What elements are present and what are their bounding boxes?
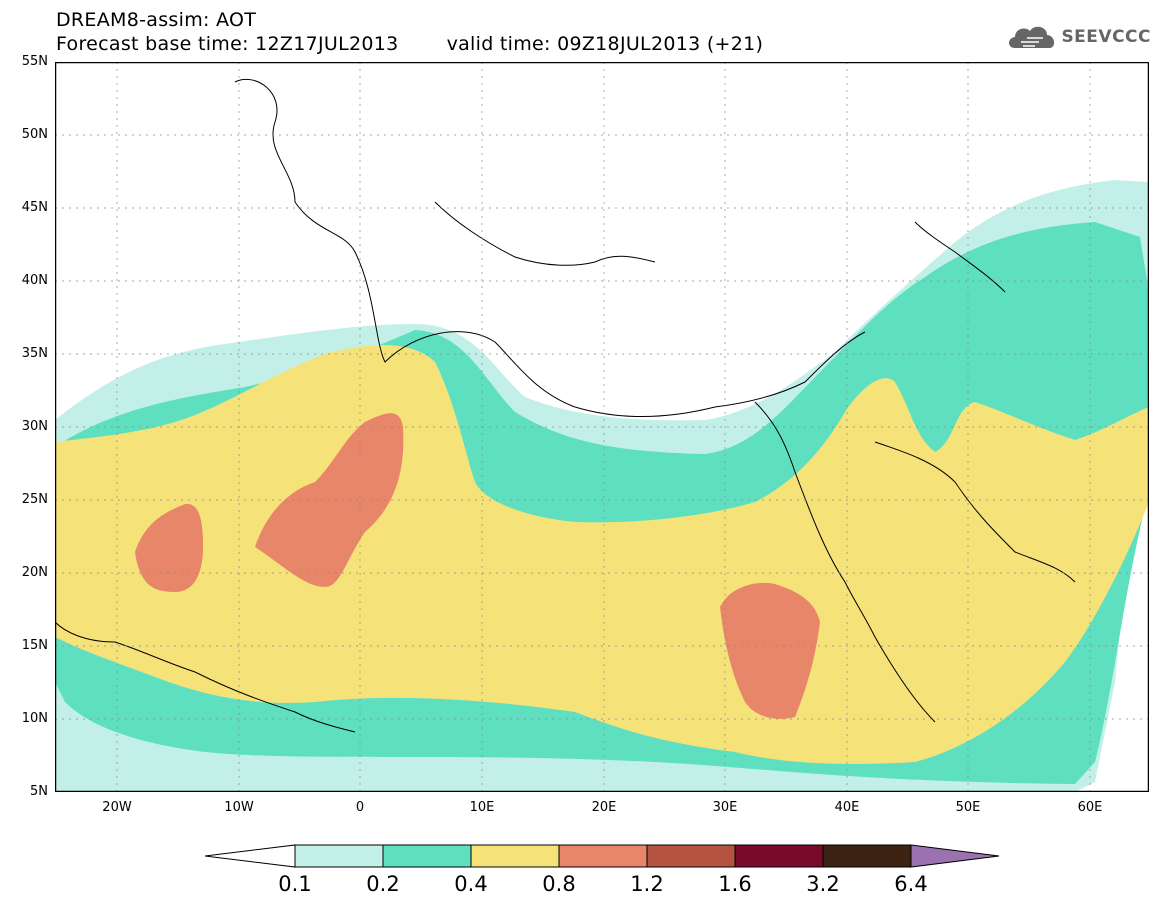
- colorbar-label-1.6: 1.6: [718, 872, 752, 896]
- colorbar-label-0.2: 0.2: [366, 872, 400, 896]
- colorbar-bin-4: [558, 844, 648, 868]
- colorbar-bin-3: [470, 844, 560, 868]
- lon-label-50e: 50E: [955, 800, 981, 815]
- colorbar-bin-5: [646, 844, 736, 868]
- colorbar-label-0.8: 0.8: [542, 872, 576, 896]
- colorbar-bin-1: [294, 844, 384, 868]
- base-time-label: Forecast base time: 12Z17JUL2013: [56, 33, 399, 55]
- seevccc-logo: SEEVCCC: [1005, 22, 1151, 52]
- lat-label-5n: 5N: [30, 784, 48, 799]
- coastlines: [55, 78, 1076, 733]
- colorbar-label-3.2: 3.2: [806, 872, 840, 896]
- lon-label-60e: 60E: [1077, 800, 1103, 815]
- colorbar-under: [205, 844, 296, 868]
- colorbar-over: [910, 844, 1000, 868]
- lat-label-55n: 55N: [21, 54, 48, 69]
- lat-label-40n: 40N: [21, 273, 48, 288]
- lon-label-30e: 30E: [712, 800, 738, 815]
- lon-label-10w: 10W: [224, 800, 254, 815]
- colorbar-label-1.2: 1.2: [630, 872, 664, 896]
- lat-label-50n: 50N: [21, 127, 48, 142]
- lat-label-30n: 30N: [21, 419, 48, 434]
- colorbar-bin-6: [734, 844, 824, 868]
- lat-label-45n: 45N: [21, 200, 48, 215]
- lon-label-10e: 10E: [469, 800, 495, 815]
- map-subtitle: Forecast base time: 12Z17JUL2013 valid ti…: [56, 34, 763, 54]
- aot-contour-0.8-sudan: [720, 582, 820, 719]
- lon-label-40e: 40E: [834, 800, 860, 815]
- colorbar-label-0.1: 0.1: [278, 872, 312, 896]
- aot-map: [55, 62, 1149, 792]
- aot-contour-0.8-mauritania: [135, 503, 203, 592]
- lat-label-10n: 10N: [21, 711, 48, 726]
- lat-label-20n: 20N: [21, 565, 48, 580]
- colorbar-label-0.4: 0.4: [454, 872, 488, 896]
- lon-label-20w: 20W: [102, 800, 132, 815]
- graticule: [55, 62, 1149, 792]
- map-title: DREAM8-assim: AOT: [56, 9, 257, 31]
- aot-contour-0.4: [55, 344, 1149, 764]
- colorbar-bin-2: [382, 844, 472, 868]
- lat-label-15n: 15N: [21, 638, 48, 653]
- lat-label-25n: 25N: [21, 492, 48, 507]
- colorbar: [205, 844, 1000, 868]
- colorbar-bin-7: [822, 844, 912, 868]
- colorbar-label-6.4: 6.4: [894, 872, 928, 896]
- logo-text: SEEVCCC: [1061, 27, 1151, 47]
- valid-time-label: valid time: 09Z18JUL2013 (+21): [446, 33, 764, 55]
- lon-label-20e: 20E: [591, 800, 617, 815]
- lat-label-35n: 35N: [21, 346, 48, 361]
- cloud-icon: [1009, 26, 1055, 48]
- lon-label-0: 0: [355, 800, 365, 815]
